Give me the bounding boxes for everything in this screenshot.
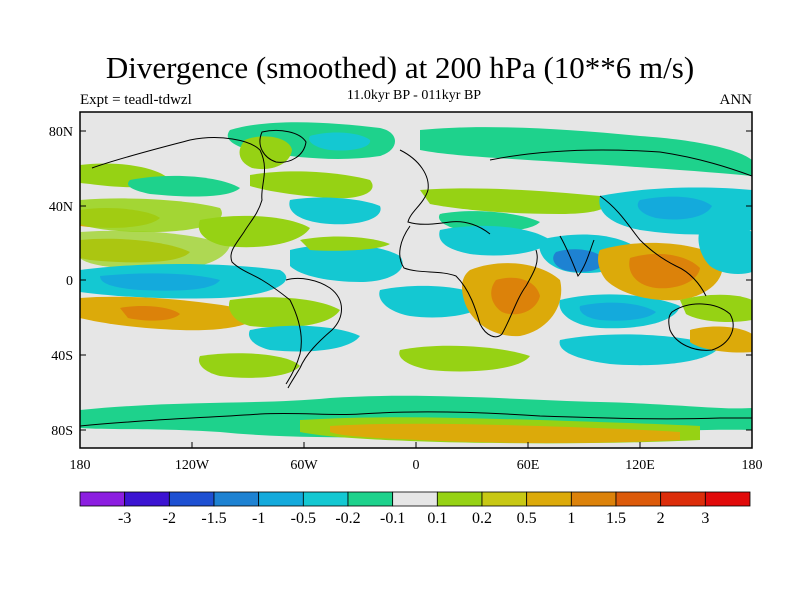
w-pacific-cyan xyxy=(698,226,752,274)
indian-blue xyxy=(553,249,606,272)
colorbar-label: 0.1 xyxy=(427,510,447,527)
atlantic-cyan xyxy=(379,285,490,318)
colorbar-swatch xyxy=(347,491,394,507)
coast-north-america xyxy=(91,137,302,385)
indian-south-blue xyxy=(579,302,656,321)
australia-orange xyxy=(690,326,752,353)
colorbar-label: 1 xyxy=(567,510,575,527)
n-atlantic-cyan xyxy=(289,197,381,225)
east-asia-blue xyxy=(637,196,712,220)
chart-title: Divergence (smoothed) at 200 hPa (10**6 … xyxy=(105,50,695,85)
colorbar-label: -3 xyxy=(118,510,131,527)
colorbar-swatch xyxy=(79,491,126,507)
axis-ticks xyxy=(79,130,753,448)
colorbar-labels: -3 -2 -1.5 -1 -0.5 -0.2 -0.1 0.1 0.2 0.5 1 1.5 2 3 xyxy=(118,510,709,527)
africa-red xyxy=(491,277,540,315)
chart-subtitle: 11.0kyr BP - 011kyr BP xyxy=(346,88,482,103)
colorbar-swatch xyxy=(570,491,617,507)
colorbar-label: -0.1 xyxy=(380,510,405,527)
atlantic-green xyxy=(300,236,390,251)
x-tick-label: 120W xyxy=(175,458,210,473)
siberia-cyan-band xyxy=(420,127,752,176)
colorbar-label: 0.2 xyxy=(472,510,492,527)
coast-africa xyxy=(399,225,538,338)
africa-cyan xyxy=(439,225,550,256)
s-atlantic-green xyxy=(399,345,530,372)
colorbar-swatch xyxy=(526,491,572,507)
x-tick-label: 60W xyxy=(290,458,318,473)
colorbar-swatch xyxy=(615,491,662,507)
x-tick-label: 60E xyxy=(517,458,540,473)
y-tick-label: 80N xyxy=(49,125,73,140)
w-pacific-green-south xyxy=(680,294,752,322)
season-label: ANN xyxy=(719,92,753,108)
pacific-blue-equator xyxy=(100,273,220,291)
maritime-red xyxy=(629,253,700,289)
coast-antarctica xyxy=(80,411,752,427)
x-tick-label: 120E xyxy=(625,458,655,473)
colorbar-label: 3 xyxy=(701,510,709,527)
coast-greenland xyxy=(259,129,307,163)
y-axis-labels: 80N 40N 0 40S 80S xyxy=(49,125,73,439)
antarctic-orange-band xyxy=(330,423,680,443)
experiment-label: Expt = teadl-tdwzl xyxy=(80,92,192,108)
coast-europe xyxy=(399,149,491,235)
us-green xyxy=(198,215,310,248)
s-ocean-green xyxy=(198,353,300,378)
x-tick-label: 180 xyxy=(742,458,763,473)
amazon-cyan xyxy=(290,244,403,282)
y-tick-label: 0 xyxy=(66,274,73,289)
coast-australia xyxy=(668,303,734,351)
colorbar-swatch xyxy=(392,491,438,507)
colorbar-swatch xyxy=(258,491,304,507)
arctic-cyan-blue xyxy=(309,132,371,151)
n-midlat-green-west xyxy=(80,198,222,232)
colorbar-label: 2 xyxy=(657,510,665,527)
colorbar-label: -0.2 xyxy=(335,510,360,527)
divergence-field xyxy=(80,122,752,444)
colorbar-label: -1.5 xyxy=(201,510,226,527)
colorbar-label: -2 xyxy=(163,510,176,527)
colorbar xyxy=(79,491,751,507)
colorbar-label: -1 xyxy=(252,510,265,527)
pacific-red-spot xyxy=(120,306,180,321)
coast-south-america xyxy=(285,277,342,389)
y-tick-label: 40N xyxy=(49,200,73,215)
colorbar-swatch xyxy=(436,491,483,507)
n-atlantic-green xyxy=(250,171,373,199)
x-tick-label: 0 xyxy=(413,458,420,473)
s-pacific-green xyxy=(228,297,340,328)
n-pacific-cyan xyxy=(128,175,240,197)
colorbar-swatch xyxy=(481,491,528,507)
x-axis-labels: 180 120W 60W 0 60E 120E 180 xyxy=(70,458,763,473)
colorbar-swatch xyxy=(704,491,751,507)
coast-asia xyxy=(489,149,752,297)
y-tick-label: 40S xyxy=(51,349,73,364)
colorbar-label: -0.5 xyxy=(291,510,316,527)
colorbar-swatch xyxy=(213,491,260,507)
colorbar-swatch xyxy=(660,491,706,507)
eurasia-green xyxy=(420,188,608,214)
coast-india xyxy=(559,235,595,277)
colorbar-label: 1.5 xyxy=(606,510,626,527)
pacific-green-north xyxy=(80,230,230,270)
s-pacific-cyan xyxy=(248,325,360,352)
colorbar-swatch xyxy=(168,491,215,507)
x-tick-label: 180 xyxy=(70,458,91,473)
colorbar-swatch xyxy=(124,491,170,507)
y-tick-label: 80S xyxy=(51,424,73,439)
colorbar-swatch xyxy=(302,491,349,507)
colorbar-label: 0.5 xyxy=(517,510,537,527)
coastlines xyxy=(80,129,752,427)
